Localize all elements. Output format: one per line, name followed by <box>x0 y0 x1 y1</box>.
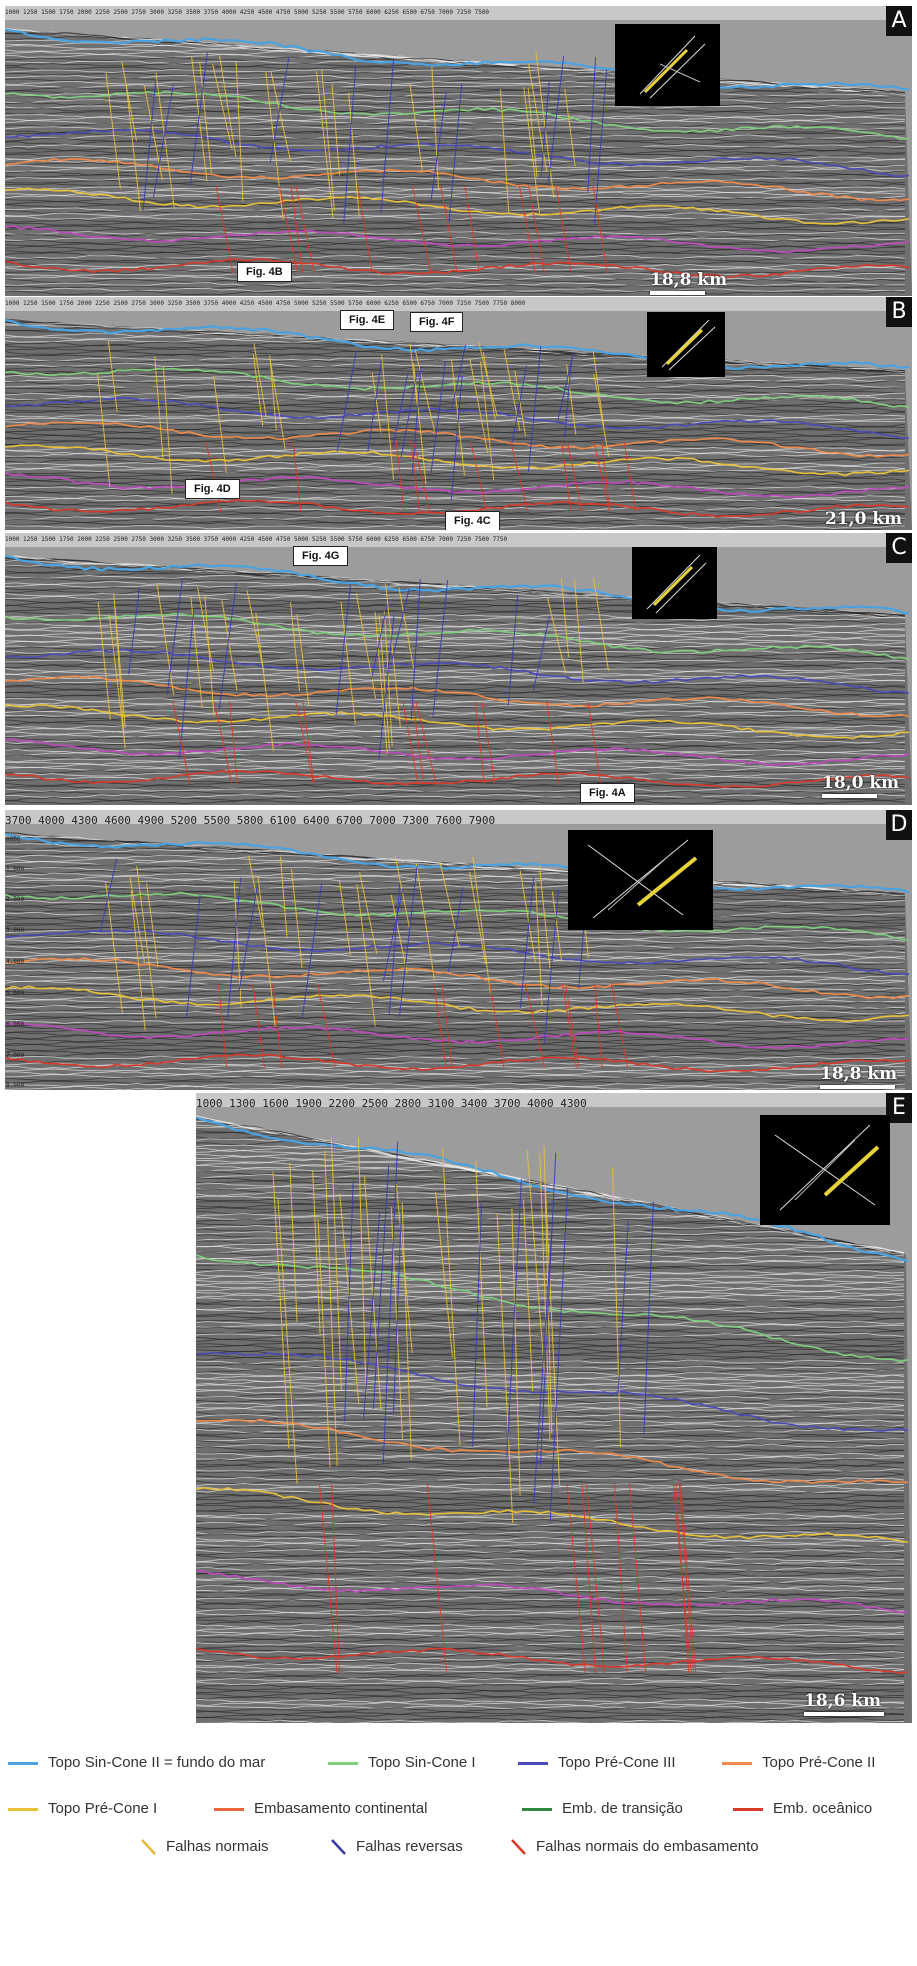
fig-label-4b: Fig. 4B <box>237 262 292 282</box>
legend-swatch <box>214 1807 244 1811</box>
legend-swatch <box>328 1761 358 1765</box>
panel-d-depth-5: 5.000 <box>6 990 25 997</box>
legend-swatch <box>522 1807 552 1811</box>
panel-c-letter: C <box>886 533 912 563</box>
fig-label-4c: Fig. 4C <box>445 511 500 530</box>
panel-d-seismic-section <box>5 824 912 1090</box>
fig-label-4g: Fig. 4G <box>293 546 349 566</box>
panel-a-top-axis: 1000 1250 1500 1750 2000 2250 2500 2750 … <box>5 6 912 20</box>
seismic-panel-d: 3700 4000 4300 4600 4900 5200 5500 5800 … <box>5 810 912 1090</box>
seismic-panel-e: 1000 1300 1600 1900 2200 2500 2800 3100 … <box>196 1093 912 1723</box>
panel-d-depth-8: 8.000 <box>6 1082 25 1089</box>
legend-item-falhas-normais: Falhas normais <box>140 1838 269 1856</box>
panel-b-locator-map <box>647 312 725 377</box>
seismic-panel-a: 1000 1250 1500 1750 2000 2250 2500 2750 … <box>5 6 912 296</box>
panel-e-scale-label: 18,6 km <box>804 1691 882 1711</box>
panel-c-scale-bar: 18,0 km <box>822 773 899 798</box>
panel-d-depth-2: 2.000 <box>6 896 25 903</box>
legend-item-pre-cone-i: Topo Pré-Cone I <box>8 1800 157 1817</box>
panel-d-depth-3: 3.000 <box>6 927 25 934</box>
panel-b-top-axis: 1000 1250 1500 1750 2000 2250 2500 2750 … <box>5 297 912 311</box>
basement-fault-icon <box>511 1839 526 1855</box>
panel-d-scale-bar: 18,8 km <box>820 1064 897 1089</box>
legend-swatch <box>722 1761 752 1765</box>
panel-e-letter: E <box>886 1093 912 1123</box>
legend-swatch <box>8 1807 38 1811</box>
panel-d-depth-0: 0000 <box>6 836 21 843</box>
panel-a-scale-label: 18,8 km <box>650 270 728 290</box>
panel-a-letter: A <box>886 6 912 36</box>
panel-a-locator-map <box>615 24 720 106</box>
panel-e-scale-bar: 18,6 km <box>804 1691 884 1716</box>
seismic-panel-c: 1000 1250 1500 1750 2000 2250 2500 2750 … <box>5 533 912 805</box>
panel-d-scale-label: 18,8 km <box>820 1064 898 1084</box>
legend: Topo Sin-Cone II = fundo do mar Topo Sin… <box>0 1728 917 1966</box>
legend-swatch <box>518 1761 548 1765</box>
legend-item-emb-transicao: Emb. de transição <box>522 1800 683 1817</box>
legend-item-pre-cone-iii: Topo Pré-Cone III <box>518 1754 676 1771</box>
panel-e-locator-map <box>760 1115 890 1225</box>
panel-b-scale-bar: 21,0 km <box>825 509 902 530</box>
panel-a-scale-bar: 18,8 km <box>650 270 727 295</box>
panel-e-seismic-section <box>196 1107 912 1723</box>
reverse-fault-icon <box>331 1839 346 1855</box>
panel-c-top-axis: 1000 1250 1500 1750 2000 2250 2500 2750 … <box>5 533 912 547</box>
fig-label-4f: Fig. 4F <box>410 312 464 332</box>
legend-item-emb-continental: Embasamento continental <box>214 1800 427 1817</box>
legend-item-falhas-embasamento: Falhas normais do embasamento <box>510 1838 759 1856</box>
panel-d-depth-1: 1.000 <box>6 866 25 873</box>
legend-item-emb-oceanico: Emb. oceânico <box>733 1800 872 1817</box>
panel-b-scale-label: 21,0 km <box>825 509 903 529</box>
legend-item-falhas-reversas: Falhas reversas <box>330 1838 463 1856</box>
legend-swatch <box>8 1761 38 1765</box>
legend-item-sin-cone-ii: Topo Sin-Cone II = fundo do mar <box>8 1754 265 1771</box>
panel-b-letter: B <box>886 297 912 327</box>
fig-label-4a: Fig. 4A <box>580 783 635 803</box>
panel-c-seismic-section <box>5 547 912 805</box>
normal-fault-icon <box>141 1839 156 1855</box>
fig-label-4e: Fig. 4E <box>340 310 395 330</box>
panel-c-locator-map <box>632 547 717 619</box>
legend-swatch <box>733 1807 763 1811</box>
panel-d-locator-map <box>568 830 713 930</box>
panel-d-depth-7: 7.000 <box>6 1052 25 1059</box>
legend-item-sin-cone-i: Topo Sin-Cone I <box>328 1754 476 1771</box>
panel-c-scale-label: 18,0 km <box>822 773 900 793</box>
fig-label-4d: Fig. 4D <box>185 479 240 499</box>
legend-item-pre-cone-ii: Topo Pré-Cone II <box>722 1754 875 1771</box>
panel-d-letter: D <box>886 810 912 840</box>
panel-a-seismic-section <box>5 20 912 296</box>
seismic-panel-b: 1000 1250 1500 1750 2000 2250 2500 2750 … <box>5 297 912 530</box>
panel-d-depth-6: 6.000 <box>6 1021 25 1028</box>
panel-d-depth-4: 4.000 <box>6 958 25 965</box>
